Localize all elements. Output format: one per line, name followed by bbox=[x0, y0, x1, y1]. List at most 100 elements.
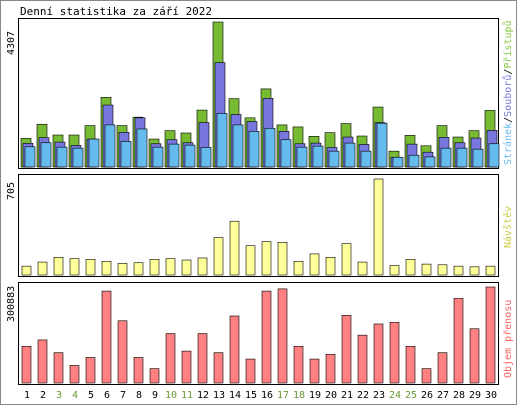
bar-1-3 bbox=[53, 256, 64, 276]
bar-2-7 bbox=[117, 320, 128, 384]
bar-2-20 bbox=[325, 353, 336, 384]
chart-title: Denní statistika za září 2022 bbox=[20, 5, 212, 18]
bar-stránek-11 bbox=[184, 144, 196, 168]
bar-1-27 bbox=[437, 264, 448, 276]
bar-2-28 bbox=[453, 298, 464, 384]
bottom-panel-frame bbox=[18, 282, 499, 385]
bar-1-26 bbox=[421, 263, 432, 276]
day-label-29: 29 bbox=[469, 390, 481, 401]
bar-1-30 bbox=[485, 265, 496, 276]
day-label-2: 2 bbox=[40, 390, 46, 401]
bar-2-8 bbox=[133, 357, 144, 384]
day-label-25: 25 bbox=[405, 390, 417, 401]
bar-2-18 bbox=[293, 346, 304, 384]
bar-1-12 bbox=[197, 257, 208, 276]
bar-stránek-12 bbox=[200, 147, 212, 168]
bar-stránek-23 bbox=[376, 122, 388, 168]
day-label-16: 16 bbox=[261, 390, 273, 401]
day-label-11: 11 bbox=[181, 390, 193, 401]
bar-stránek-4 bbox=[72, 147, 84, 168]
bar-stránek-21 bbox=[344, 142, 356, 168]
bar-stránek-17 bbox=[280, 139, 292, 168]
bar-1-8 bbox=[133, 262, 144, 276]
bar-1-1 bbox=[21, 265, 32, 276]
day-label-15: 15 bbox=[245, 390, 257, 401]
bar-1-25 bbox=[405, 259, 416, 276]
day-label-6: 6 bbox=[104, 390, 110, 401]
bar-1-14 bbox=[229, 220, 240, 276]
day-label-27: 27 bbox=[437, 390, 449, 401]
day-label-3: 3 bbox=[56, 390, 62, 401]
bar-stránek-8 bbox=[136, 128, 148, 168]
day-label-12: 12 bbox=[197, 390, 209, 401]
bar-1-21 bbox=[341, 243, 352, 276]
bar-1-10 bbox=[165, 258, 176, 276]
bottom-panel-legend: Objem přenosu bbox=[502, 300, 514, 378]
day-label-26: 26 bbox=[421, 390, 433, 401]
bar-2-11 bbox=[181, 350, 192, 384]
day-label-30: 30 bbox=[485, 390, 497, 401]
bar-1-2 bbox=[37, 261, 48, 276]
x-axis-day-labels: 1 2 3 4 5 6 7 8 9 10 11 12 13 14 15 16 17 18 19 20 21 22 23 24 2… bbox=[24, 390, 497, 401]
legend-part: Přístupů bbox=[502, 20, 514, 68]
bar-2-6 bbox=[101, 290, 112, 384]
day-label-10: 10 bbox=[165, 390, 177, 401]
bar-1-4 bbox=[69, 258, 80, 276]
day-label-24: 24 bbox=[389, 390, 401, 401]
bottom-panel-bars bbox=[21, 286, 496, 384]
bar-stránek-3 bbox=[56, 146, 68, 168]
bar-2-13 bbox=[213, 352, 224, 384]
bar-2-15 bbox=[245, 358, 256, 384]
bar-2-3 bbox=[53, 352, 64, 384]
bar-1-7 bbox=[117, 263, 128, 276]
bar-1-17 bbox=[277, 242, 288, 276]
legend-part: / bbox=[503, 69, 514, 75]
top-panel-ymax-label: 4307 bbox=[6, 31, 17, 55]
bar-1-22 bbox=[357, 261, 368, 276]
day-label-21: 21 bbox=[341, 390, 353, 401]
day-label-13: 13 bbox=[213, 390, 225, 401]
bar-2-5 bbox=[85, 357, 96, 384]
day-label-22: 22 bbox=[357, 390, 369, 401]
legend-part: Souborů bbox=[502, 75, 514, 117]
top-panel-bars bbox=[20, 21, 500, 168]
day-label-4: 4 bbox=[72, 390, 78, 401]
bar-1-11 bbox=[181, 259, 192, 276]
bar-stránek-30 bbox=[488, 143, 500, 168]
bar-1-13 bbox=[213, 237, 224, 276]
bar-1-23 bbox=[373, 178, 384, 276]
bar-2-27 bbox=[437, 352, 448, 384]
bar-stránek-26 bbox=[424, 156, 436, 168]
day-label-18: 18 bbox=[293, 390, 305, 401]
middle-panel-ymax-label: 705 bbox=[6, 182, 17, 200]
day-label-9: 9 bbox=[152, 390, 158, 401]
bar-stránek-7 bbox=[120, 141, 132, 168]
bar-stránek-16 bbox=[264, 127, 276, 168]
day-label-14: 14 bbox=[229, 390, 241, 401]
bar-2-25 bbox=[405, 346, 416, 384]
bar-2-10 bbox=[165, 333, 176, 384]
middle-panel-bars bbox=[21, 178, 496, 276]
bar-stránek-2 bbox=[40, 142, 52, 168]
bar-2-23 bbox=[373, 323, 384, 384]
bar-stránek-15 bbox=[248, 131, 260, 168]
bar-1-20 bbox=[325, 256, 336, 276]
bar-1-16 bbox=[261, 241, 272, 276]
bar-1-28 bbox=[453, 265, 464, 276]
bar-1-15 bbox=[245, 245, 256, 276]
legend-part: Stránek bbox=[502, 123, 514, 165]
bar-stránek-9 bbox=[152, 146, 164, 168]
bar-stránek-29 bbox=[472, 148, 484, 168]
bar-2-22 bbox=[357, 334, 368, 384]
bar-stránek-18 bbox=[296, 146, 308, 168]
bar-2-29 bbox=[469, 328, 480, 384]
bar-2-26 bbox=[421, 368, 432, 384]
bar-1-6 bbox=[101, 261, 112, 276]
bar-2-12 bbox=[197, 333, 208, 384]
bar-2-1 bbox=[21, 346, 32, 384]
day-label-8: 8 bbox=[136, 390, 142, 401]
bar-1-29 bbox=[469, 266, 480, 276]
bar-stránek-1 bbox=[24, 146, 36, 168]
